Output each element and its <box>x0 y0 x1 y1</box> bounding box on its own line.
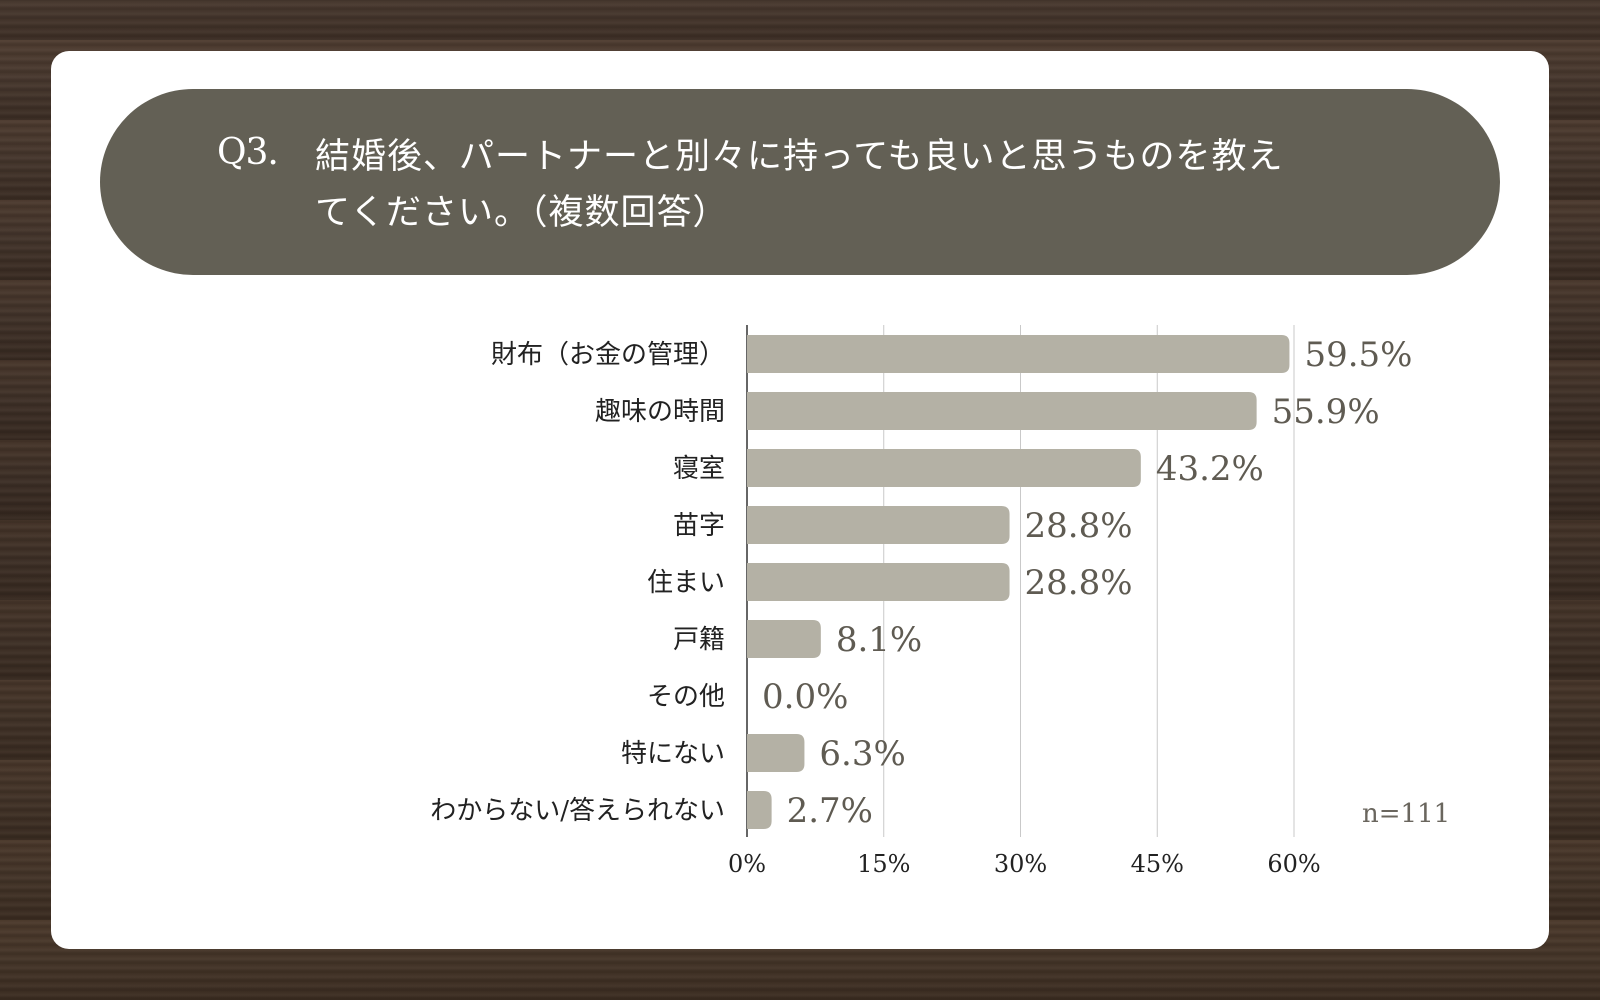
bar <box>747 392 1257 430</box>
data-label: 6.3% <box>819 734 905 774</box>
bar <box>747 335 1290 373</box>
question-banner: Q3. 結婚後、パートナーと別々に持っても良いと思うものを教えてください。（複数… <box>100 89 1500 275</box>
bar <box>747 734 805 772</box>
bar <box>747 449 1141 487</box>
x-tick-label: 30% <box>994 850 1047 878</box>
category-label: 趣味の時間 <box>595 397 725 427</box>
category-label: 戸籍 <box>673 625 725 655</box>
data-label: 59.5% <box>1304 335 1412 375</box>
category-label: 財布（お金の管理） <box>491 340 725 370</box>
x-tick-label: 45% <box>1131 850 1184 878</box>
data-label: 8.1% <box>836 620 922 660</box>
data-label: 55.9% <box>1272 392 1380 432</box>
category-label: 寝室 <box>673 454 725 484</box>
sample-size-label: n=111 <box>1362 799 1451 829</box>
x-tick-label: 0% <box>728 850 766 878</box>
data-label: 43.2% <box>1156 449 1264 489</box>
data-label: 2.7% <box>787 791 873 831</box>
data-label: 28.8% <box>1025 506 1133 546</box>
bar <box>747 791 772 829</box>
category-label: わからない/答えられない <box>430 796 725 826</box>
x-tick-label: 15% <box>857 850 910 878</box>
category-label: 苗字 <box>673 511 725 541</box>
category-label: 特にない <box>621 739 725 769</box>
bar <box>747 563 1010 601</box>
question-text: 結婚後、パートナーと別々に持っても良いと思うものを教えてください。（複数回答） <box>315 137 1284 233</box>
data-label: 28.8% <box>1025 563 1133 603</box>
category-label: その他 <box>647 682 725 712</box>
category-label: 住まい <box>647 568 725 598</box>
bar <box>747 620 821 658</box>
chart-card: Q3. 結婚後、パートナーと別々に持っても良いと思うものを教えてください。（複数… <box>51 51 1549 949</box>
bar <box>747 506 1010 544</box>
data-label: 0.0% <box>762 677 848 717</box>
x-tick-label: 60% <box>1267 850 1320 878</box>
question-number: Q3. <box>217 132 279 173</box>
